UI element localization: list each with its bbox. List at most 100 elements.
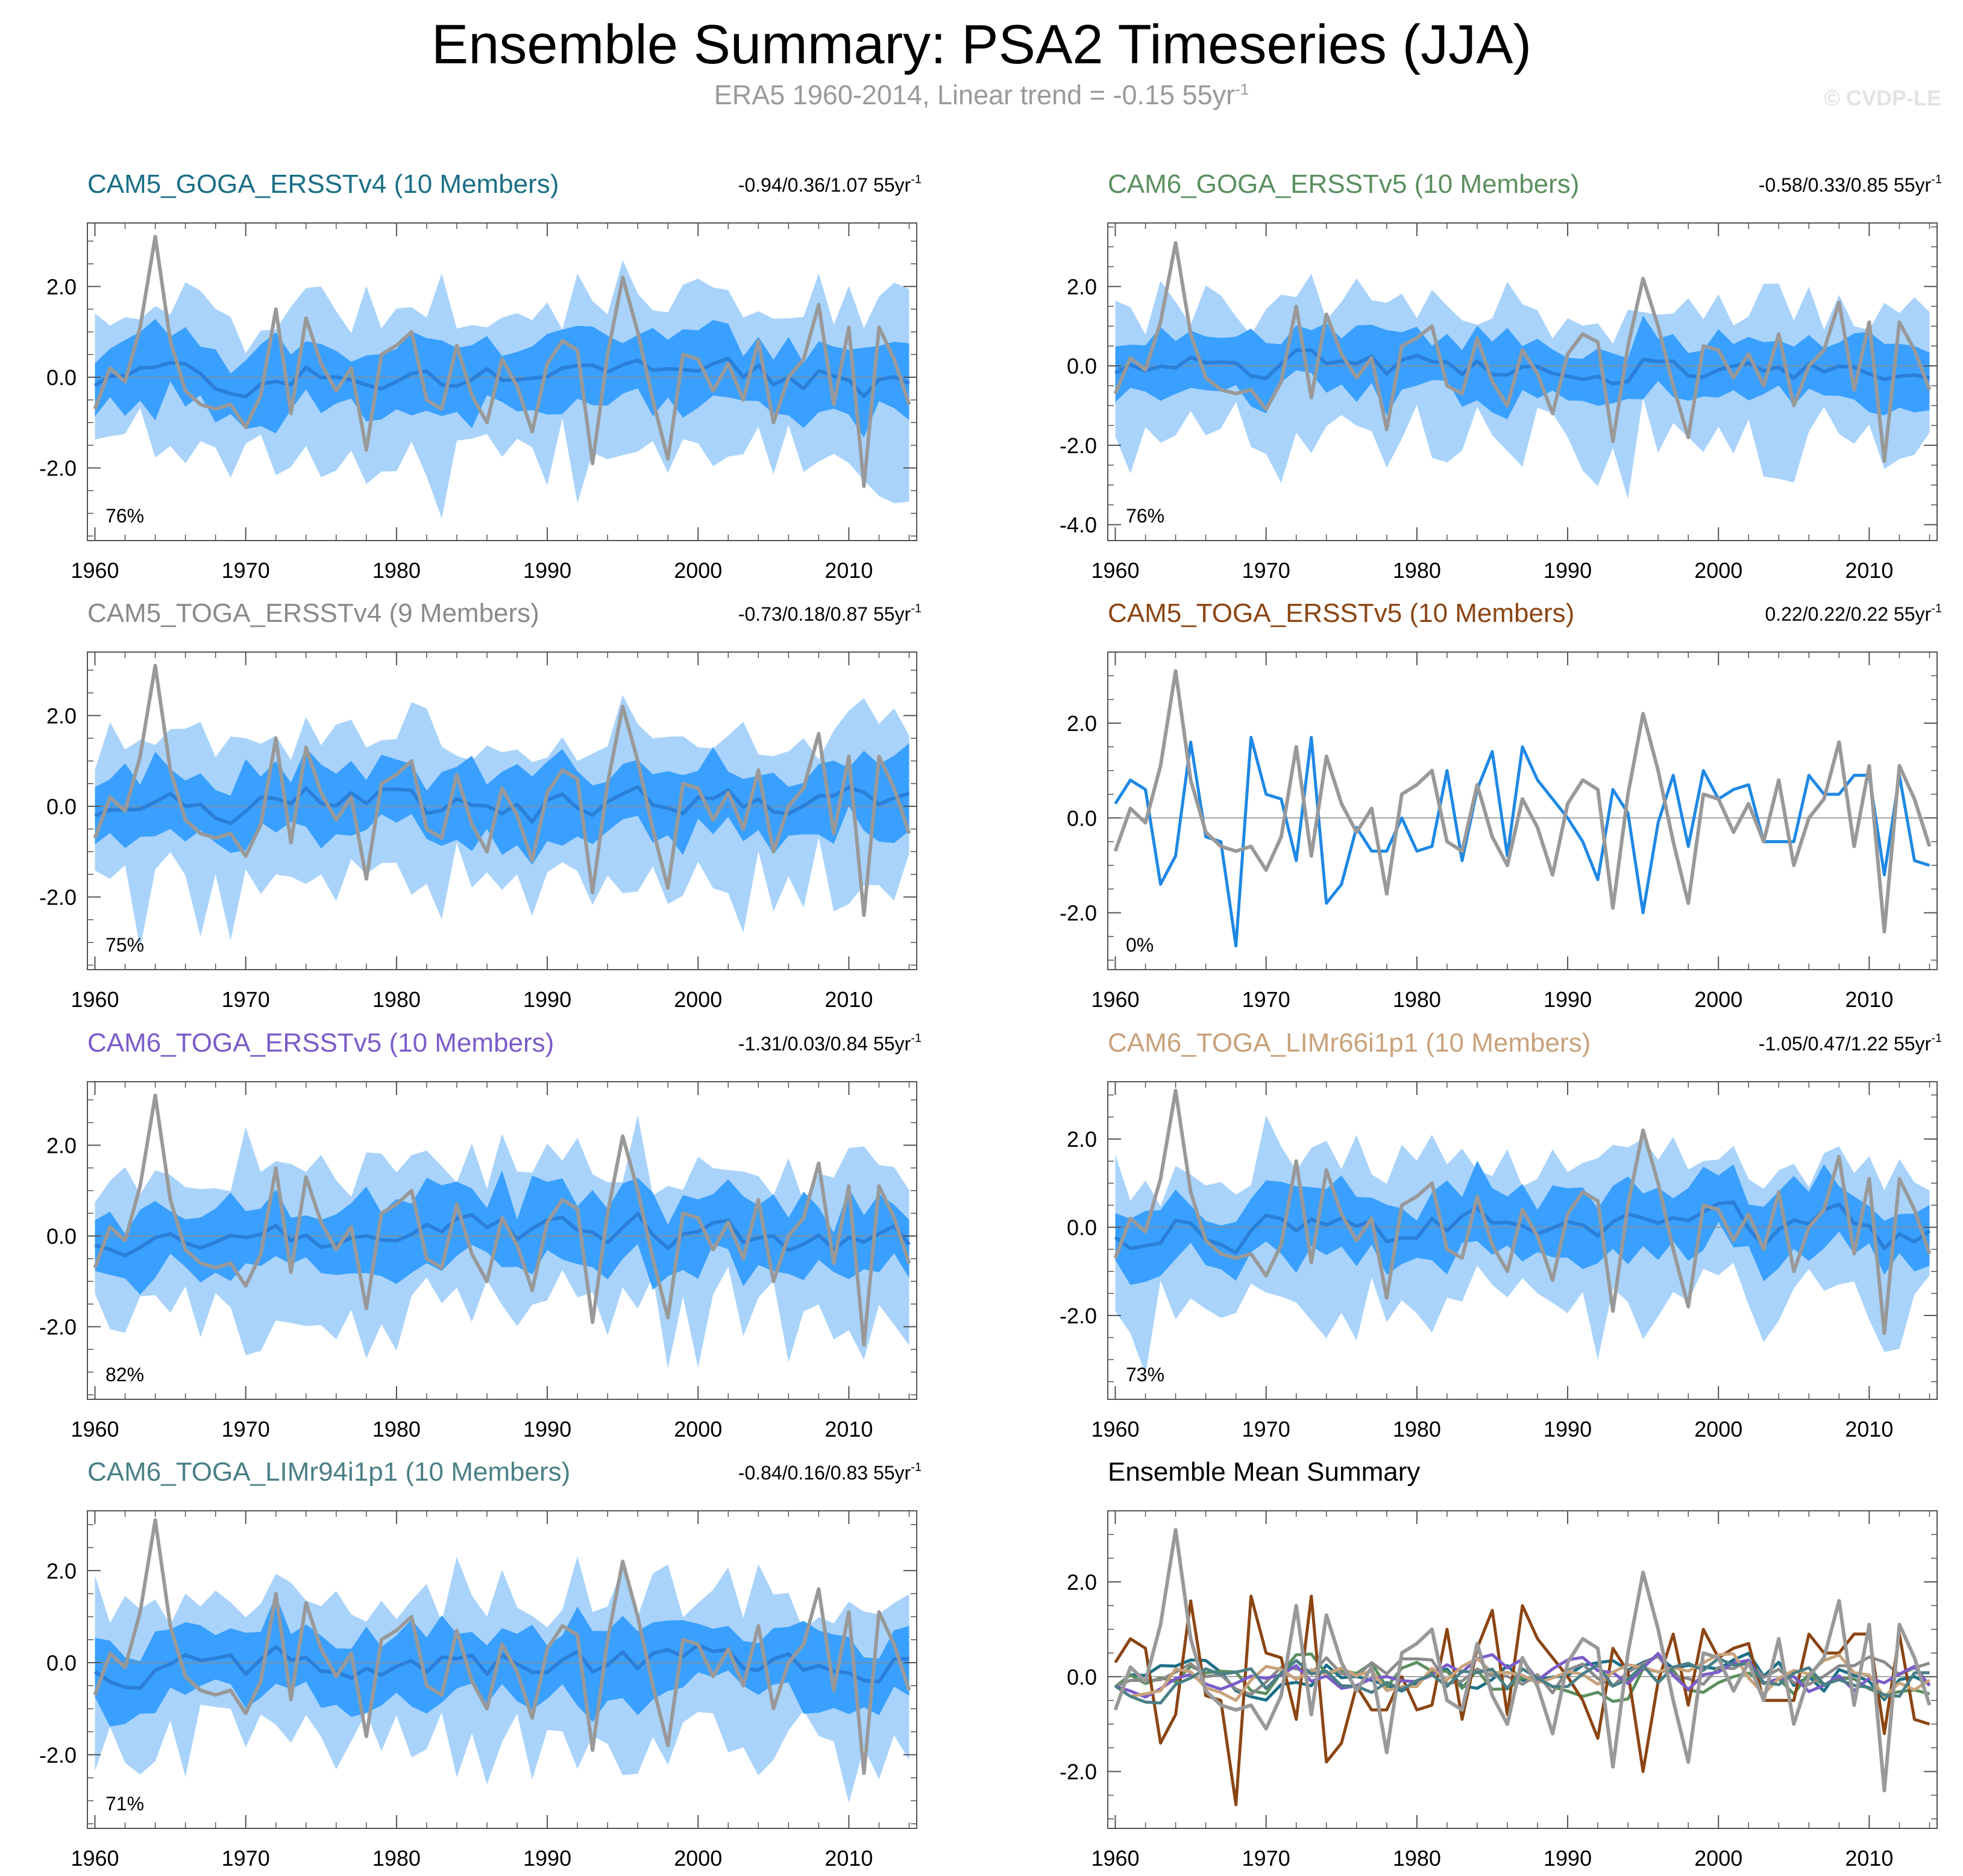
spread-inner-band <box>95 1170 909 1295</box>
y-tick-label: -2.0 <box>39 885 77 910</box>
ensemble-mean-line <box>94 785 910 826</box>
y-tick-label: 0.0 <box>46 365 77 390</box>
plot-frame <box>1107 651 1938 970</box>
x-tick-label: 1960 <box>1091 1417 1139 1442</box>
panel-title: CAM6_TOGA_ERSSTv5 (10 Members) <box>87 1028 554 1058</box>
panel-trend-label: 0.22/0.22/0.22 55yr-1 <box>1765 602 1942 625</box>
plot-area <box>87 664 917 949</box>
y-tick-label: -2.0 <box>1060 1303 1097 1328</box>
y-tick-label: 2.0 <box>46 1558 77 1583</box>
plot-area <box>87 234 917 519</box>
x-tick-label: 1980 <box>372 558 421 583</box>
x-tick-label: 1960 <box>1091 987 1139 1012</box>
panel-trend-label: -1.05/0.47/1.22 55yr-1 <box>1759 1032 1942 1055</box>
plot-frame <box>87 1510 917 1829</box>
panel-percent-label: 73% <box>1126 1364 1164 1385</box>
x-tick-label: 2010 <box>824 1417 873 1442</box>
summary-series-line <box>1114 1655 1930 1696</box>
x-tick-label: 1990 <box>1544 1846 1592 1871</box>
y-tick-label: 0.0 <box>46 794 77 819</box>
member-line <box>1114 736 1930 948</box>
summary-series-line <box>1114 1595 1930 1807</box>
panel-percent-label: 76% <box>1126 505 1164 527</box>
x-tick-label: 2000 <box>674 1417 722 1442</box>
spread-inner-band <box>95 1595 909 1727</box>
x-tick-label: 2010 <box>1845 987 1893 1012</box>
ensemble-mean-line <box>93 1643 909 1690</box>
y-tick-label: -2.0 <box>1060 1760 1097 1784</box>
x-tick-label: 1960 <box>71 1417 119 1442</box>
plot-frame <box>1107 1510 1938 1829</box>
panel-trend-label: -0.94/0.36/1.07 55yr-1 <box>738 173 922 196</box>
ensemble-mean-line <box>1114 348 1930 386</box>
x-tick-label: 2000 <box>674 1846 722 1871</box>
observed-era5-line <box>1113 1088 1932 1335</box>
panel-percent-label: 76% <box>105 505 144 527</box>
y-tick-label: 0.0 <box>1067 806 1097 830</box>
plot-frame <box>1107 222 1938 541</box>
plot-frame <box>87 1081 917 1400</box>
x-tick-label: 1970 <box>222 987 270 1012</box>
panel-cam6-toga-ersstv5: CAM6_TOGA_ERSSTv5 (10 Members) -1.31/0.03… <box>39 1028 922 1442</box>
observed-era5-line <box>93 1518 911 1775</box>
y-tick-label: 2.0 <box>46 703 77 728</box>
x-tick-label: 2010 <box>1845 558 1893 583</box>
panel-cam6-toga-limr66i1p1: CAM6_TOGA_LIMr66i1p1 (10 Members) -1.05/0… <box>1060 1028 1942 1442</box>
y-tick-label: 2.0 <box>1067 711 1097 736</box>
x-tick-label: 2000 <box>674 558 722 583</box>
x-tick-label: 1980 <box>372 1846 421 1871</box>
x-tick-label: 1960 <box>1091 558 1139 583</box>
panel-ensemble-mean-summary: Ensemble Mean Summary -2.0 0.0 2.0 1960 1970 1… <box>1060 1457 1938 1871</box>
observed-era5-line <box>1113 1528 1932 1793</box>
spread-inner-band <box>1115 1160 1930 1285</box>
x-tick-label: 2010 <box>824 1846 873 1871</box>
plot-area <box>87 1518 917 1803</box>
y-tick-label: 2.0 <box>1067 1570 1097 1595</box>
x-tick-label: 1980 <box>372 987 421 1012</box>
y-tick-label: 0.0 <box>1067 354 1097 378</box>
page-title: Ensemble Summary: PSA2 Timeseries (JJA) <box>431 14 1532 75</box>
observed-era5-line <box>93 1093 911 1347</box>
x-tick-label: 1970 <box>1242 558 1290 583</box>
x-tick-label: 1960 <box>71 987 119 1012</box>
x-tick-label: 1990 <box>1544 558 1592 583</box>
y-tick-label: -2.0 <box>39 1315 77 1340</box>
y-tick-label: -2.0 <box>1060 433 1097 458</box>
plot-area <box>87 1093 917 1369</box>
summary-series-line <box>1114 1652 1930 1702</box>
summary-series-line <box>1114 1657 1930 1705</box>
y-tick-label: 2.0 <box>46 274 77 299</box>
y-tick-label: 2.0 <box>46 1133 77 1158</box>
x-tick-label: 2010 <box>824 558 873 583</box>
x-tick-label: 2000 <box>1694 1417 1742 1442</box>
x-tick-label: 2010 <box>1845 1417 1893 1442</box>
observed-era5-line <box>1113 240 1932 463</box>
page-subtitle: ERA5 1960-2014, Linear trend = -0.15 55y… <box>714 80 1249 110</box>
x-tick-label: 2000 <box>1694 1846 1742 1871</box>
plot-frame <box>87 651 917 970</box>
x-tick-label: 1990 <box>523 558 571 583</box>
panel-cam5-toga-ersstv4: CAM5_TOGA_ERSSTv4 (9 Members) -0.73/0.18/… <box>39 598 922 1012</box>
copyright-watermark: © CVDP-LE <box>1824 86 1941 110</box>
panel-cam6-toga-limr94i1p1: CAM6_TOGA_LIMr94i1p1 (10 Members) -0.84/0… <box>39 1457 922 1871</box>
summary-series-line <box>1114 1651 1930 1702</box>
plot-frame <box>87 222 917 541</box>
x-tick-label: 1970 <box>1242 1417 1290 1442</box>
x-tick-label: 1960 <box>71 558 119 583</box>
panel-cam5-goga-ersstv4: CAM5_GOGA_ERSSTv4 (10 Members) -0.94/0.36… <box>39 169 922 583</box>
panel-percent-label: 71% <box>105 1793 144 1815</box>
panel-trend-label: -1.31/0.03/0.84 55yr-1 <box>738 1032 922 1055</box>
x-tick-label: 1970 <box>1242 1846 1290 1871</box>
x-tick-label: 1980 <box>1393 987 1441 1012</box>
x-tick-label: 1970 <box>1242 987 1290 1012</box>
x-tick-label: 1990 <box>1544 987 1592 1012</box>
panel-title: CAM5_GOGA_ERSSTv4 (10 Members) <box>87 169 559 199</box>
observed-era5-line <box>93 664 911 917</box>
observed-era5-line <box>93 234 911 488</box>
ensemble-mean-line <box>1114 1200 1931 1255</box>
y-tick-label: 2.0 <box>1067 1127 1097 1152</box>
x-tick-label: 1980 <box>372 1417 421 1442</box>
plot-area <box>1108 240 1937 500</box>
panel-trend-label: -0.58/0.33/0.85 55yr-1 <box>1759 173 1942 196</box>
